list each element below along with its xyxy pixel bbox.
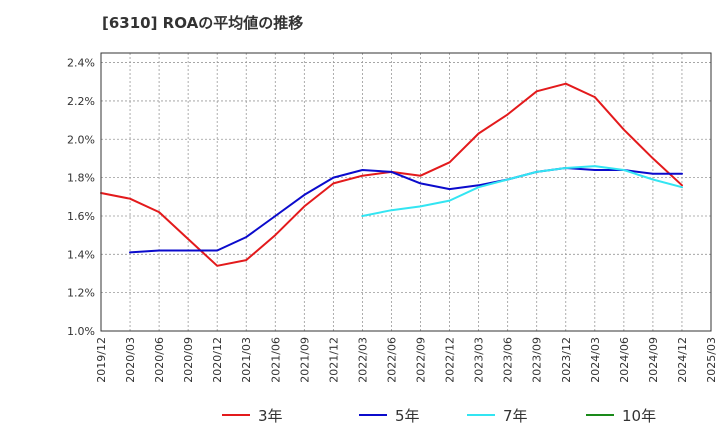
plot-frame <box>100 52 712 332</box>
x-tick-label: 2023/09 <box>531 337 544 383</box>
x-tick-label: 2023/12 <box>560 337 573 383</box>
y-tick-label: 2.2% <box>67 95 95 108</box>
x-axis: 2019/12 2020/03 2020/06 2020/09 2020/12 2021/… <box>95 337 718 383</box>
chart-title: [6310] ROAの平均値の推移 <box>102 14 304 32</box>
x-tick-label: 2021/06 <box>269 337 282 383</box>
x-tick-label: 2022/06 <box>385 337 398 383</box>
x-tick-label: 2023/03 <box>473 337 486 383</box>
x-tick-label: 2020/12 <box>211 337 224 383</box>
y-tick-label: 2.4% <box>67 57 95 70</box>
x-tick-label: 2022/09 <box>415 337 428 383</box>
series-layer <box>100 82 683 267</box>
x-tick-label: 2021/09 <box>298 337 311 383</box>
x-tick-label: 2024/06 <box>618 337 631 383</box>
y-axis: 1.0% 1.2% 1.4% 1.6% 1.8% 2.0% 2.2% 2.4% <box>67 57 95 338</box>
x-tick-label: 2024/03 <box>589 337 602 383</box>
x-tick-label: 2021/12 <box>327 337 340 383</box>
y-tick-label: 1.0% <box>67 325 95 338</box>
x-tick-label: 2025/03 <box>705 337 718 383</box>
legend: 3年 5年 7年 10年 <box>222 407 656 425</box>
legend-label: 7年 <box>503 407 528 425</box>
series-line-7年 <box>361 165 683 217</box>
x-tick-label: 2023/06 <box>502 337 515 383</box>
x-tick-label: 2024/12 <box>676 337 689 383</box>
legend-label: 5年 <box>395 407 420 425</box>
x-tick-label: 2024/09 <box>647 337 660 383</box>
x-tick-label: 2020/06 <box>153 337 166 383</box>
x-tick-label: 2020/09 <box>182 337 195 383</box>
y-tick-label: 2.0% <box>67 133 95 146</box>
y-tick-label: 1.4% <box>67 248 95 261</box>
grid-layer <box>101 53 711 331</box>
legend-label: 3年 <box>258 407 283 425</box>
y-tick-label: 1.2% <box>67 287 95 300</box>
series-line-5年 <box>129 167 683 254</box>
y-tick-label: 1.8% <box>67 172 95 185</box>
x-tick-label: 2022/03 <box>356 337 369 383</box>
x-tick-label: 2021/03 <box>240 337 253 383</box>
x-tick-label: 2020/03 <box>124 337 137 383</box>
legend-label: 10年 <box>622 407 656 425</box>
x-tick-label: 2022/12 <box>444 337 457 383</box>
x-tick-label: 2019/12 <box>95 337 108 383</box>
y-tick-label: 1.6% <box>67 210 95 223</box>
